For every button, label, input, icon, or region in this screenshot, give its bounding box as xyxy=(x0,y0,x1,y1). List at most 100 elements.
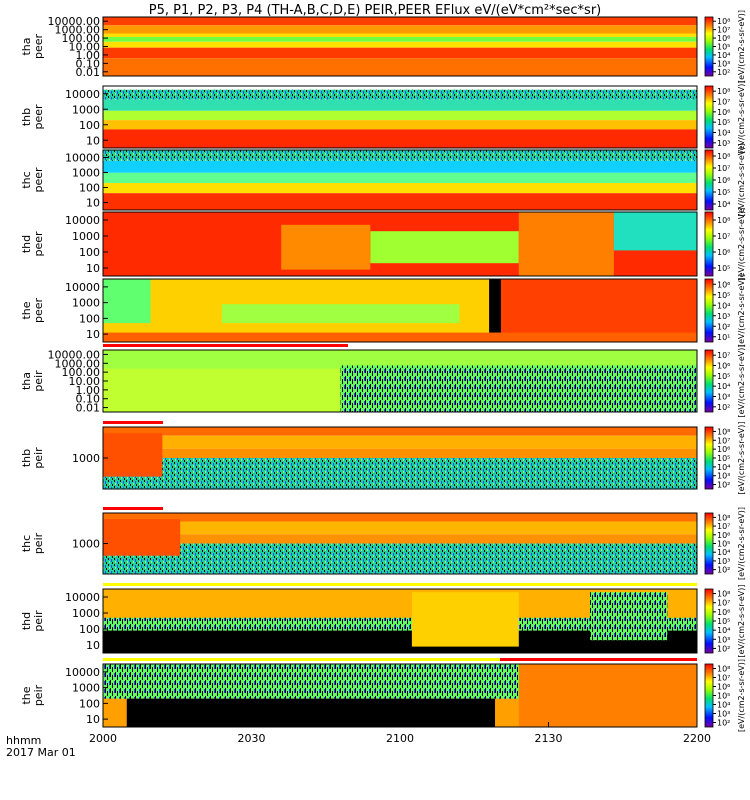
colorbar: 10⁵ 10⁶ 10⁷ 10⁸ [eV/(cm2-s-sr-eV)] xyxy=(704,207,746,281)
y-tick-label: 1.00 xyxy=(76,384,101,397)
y-tick-label: 100 xyxy=(79,246,100,259)
y-tick-label: 0.10 xyxy=(76,393,101,406)
colorbar-label: [eV/(cm2-s-sr-eV)] xyxy=(737,421,746,494)
colorbar-tick-label: 10² xyxy=(717,68,730,77)
y-tick-label: 1000.00 xyxy=(55,24,101,37)
colorbar-tick-label: 10⁸ xyxy=(717,427,730,436)
spectrogram-image xyxy=(103,279,697,342)
y-tick-label: 10000 xyxy=(65,88,100,101)
panel-species-label: peir xyxy=(32,684,45,706)
colorbar-label: [eV/(cm2-s-sr-eV)] xyxy=(737,207,746,280)
panel-frame xyxy=(102,278,698,343)
panel-frame xyxy=(102,149,698,211)
colorbar-tick-label: 10³ xyxy=(717,710,730,719)
colorbar-tick-label: 10⁸ xyxy=(717,590,730,599)
colorbar-tick-label: 10³ xyxy=(717,312,730,321)
panel-probe-label: thd xyxy=(20,612,33,630)
colorbar-tick-label: 10² xyxy=(717,719,730,728)
y-tick-label: 10 xyxy=(86,262,100,275)
panel-probe-label: thc xyxy=(20,535,33,552)
colorbar-tick-label: 10⁴ xyxy=(717,51,730,60)
panel-thd-peer: 10000 1000 100 10 thd peer 10⁵ 10⁶ 10⁷ 10⁸ [eV/(cm… xyxy=(20,207,746,280)
y-tick-label: 0.10 xyxy=(76,57,101,70)
colorbar-tick-label: 10⁸ xyxy=(717,17,730,26)
colorbar-tick-label: 10⁸ xyxy=(717,665,730,674)
panel-thc-peer: 10000 1000 100 10 thc peer 10⁴ 10⁵ 10⁶ 10⁷ 10⁸ [eV/… xyxy=(20,143,746,216)
x-tick-label: 2030 xyxy=(238,732,266,745)
colorbar-tick-label: 10⁶ xyxy=(717,34,730,43)
panel-species-label: peer xyxy=(32,298,45,324)
x-tick-label: 2130 xyxy=(535,732,563,745)
colorbar-tick-label: 10⁸ xyxy=(717,152,730,161)
colorbar-tick-label: 10⁴ xyxy=(717,382,730,391)
y-tick-label: 1000 xyxy=(72,297,100,310)
colorbar: 10⁴ 10⁵ 10⁶ 10⁷ 10⁸ [eV/(cm2-s-sr-eV)] xyxy=(704,143,746,217)
y-tick-label: 0.01 xyxy=(76,66,101,79)
colorbar-tick-label: 10⁵ xyxy=(717,617,730,626)
status-strip xyxy=(103,507,163,510)
y-tick-label: 10.00 xyxy=(69,41,101,54)
colorbar-tick-label: 10⁴ xyxy=(717,701,730,710)
colorbar-tick-label: 10⁷ xyxy=(717,26,730,35)
colorbar-tick-label: 10⁸ xyxy=(717,216,730,225)
colorbar-tick-label: 10⁷ xyxy=(717,351,730,360)
y-tick-label: 1000 xyxy=(72,230,100,243)
colorbar-tick-label: 10⁶ xyxy=(717,683,730,692)
panel-probe-label: thc xyxy=(20,171,33,188)
panel-probe-label: tha xyxy=(20,372,33,390)
spectrogram-image xyxy=(103,212,697,276)
y-tick-label: 10000.00 xyxy=(48,15,101,28)
colorbar-tick-label: 10⁴ xyxy=(717,463,730,472)
y-tick-label: 10 xyxy=(86,197,100,210)
y-tick-label: 10000 xyxy=(65,666,100,679)
y-tick-label: 100.00 xyxy=(62,32,101,45)
panel-species-label: peir xyxy=(32,447,45,469)
y-tick-label: 1000 xyxy=(72,607,100,620)
panel-probe-label: tha xyxy=(20,37,33,55)
y-tick-label: 1000 xyxy=(72,682,100,695)
colorbar-tick-label: 10³ xyxy=(717,139,730,148)
colorbar-tick-label: 10⁸ xyxy=(717,87,730,96)
x-tick-label: 2000 xyxy=(89,732,117,745)
colorbar-tick-label: 10³ xyxy=(717,59,730,68)
y-tick-label: 1000 xyxy=(72,167,100,180)
y-tick-label: 0.01 xyxy=(76,402,101,415)
spectrogram-image xyxy=(103,427,697,489)
colorbar-tick-label: 10⁵ xyxy=(717,540,730,549)
y-tick-label: 10000.00 xyxy=(48,348,101,361)
colorbar-tick-label: 10⁵ xyxy=(717,454,730,463)
panel-probe-label: thb xyxy=(20,108,33,126)
colorbar-tick-label: 10⁶ xyxy=(717,176,730,185)
y-tick-label: 10000 xyxy=(65,214,100,227)
colorbar-label: [eV/(cm2-s-sr-eV)] xyxy=(737,10,746,83)
colorbar-label: [eV/(cm2-s-sr-eV)] xyxy=(737,507,746,580)
spectrogram-image xyxy=(103,664,697,727)
y-tick-label: 10000 xyxy=(65,152,100,165)
colorbar-label: [eV/(cm2-s-sr-eV)] xyxy=(737,584,746,657)
colorbar-tick-label: 10⁶ xyxy=(717,280,730,289)
colorbar-tick-label: 10² xyxy=(717,644,730,653)
x-tick-label: 2200 xyxy=(683,732,711,745)
y-tick-label: 100 xyxy=(79,312,100,325)
panel-probe-label: the xyxy=(20,301,33,319)
colorbar-tick-label: 10⁷ xyxy=(717,674,730,683)
colorbar-tick-label: 10⁵ xyxy=(717,43,730,52)
colorbar-label: [eV/(cm2-s-sr-eV)] xyxy=(737,274,746,347)
y-tick-label: 10 xyxy=(86,713,100,726)
panel-probe-label: thb xyxy=(20,449,33,467)
colorbar-label: [eV/(cm2-s-sr-eV)] xyxy=(737,659,746,732)
colorbar-tick-label: 10⁶ xyxy=(717,248,730,257)
panel-the-peir: 10000 1000 100 10 the peir 10²10³10⁴10⁵10⁶10⁷1… xyxy=(20,658,746,732)
colorbar-tick-label: 10⁶ xyxy=(717,108,730,117)
colorbar-tick-label: 10⁷ xyxy=(717,522,730,531)
y-tick-label: 10 xyxy=(86,328,100,341)
